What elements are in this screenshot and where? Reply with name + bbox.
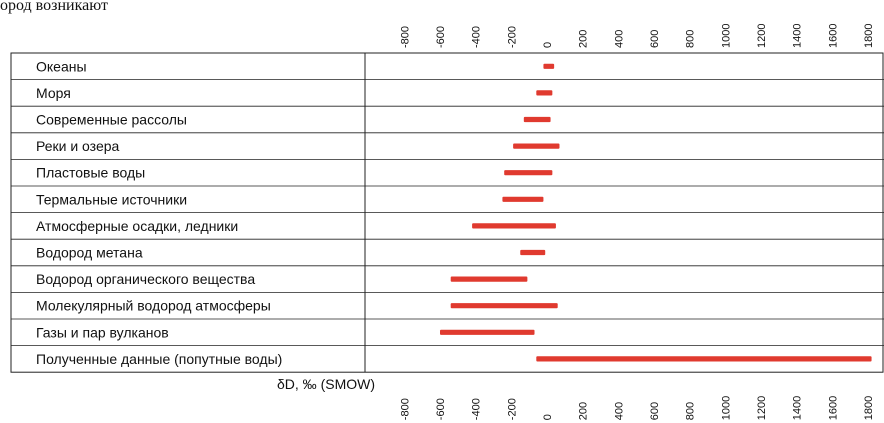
bottom-tick-label: 1200	[756, 396, 768, 420]
x-axis-label: δD, ‰ (SMOW)	[277, 376, 375, 392]
bottom-tick-label: -200	[506, 398, 518, 420]
top-tick-label: 1400	[792, 24, 804, 48]
category-label: Океаны	[36, 58, 87, 74]
bottom-tick-label: -400	[471, 398, 483, 420]
top-text-fragment: ород возникают	[0, 0, 108, 14]
bottom-tick-label: -800	[399, 398, 411, 420]
category-rows: Океаны Моря Современные рассолы Реки и озер…	[11, 58, 884, 367]
bottom-tick-label: 600	[649, 402, 661, 420]
range-bar	[543, 63, 555, 69]
category-label: Газы и пар вулканов	[36, 324, 169, 340]
top-tick-label: 0	[542, 42, 554, 48]
bottom-tick-label: 0	[542, 414, 554, 420]
top-tick-label: -600	[435, 26, 447, 48]
top-tick-label: 600	[649, 30, 661, 48]
bottom-tick-label: 400	[613, 402, 625, 420]
category-label: Пластовые воды	[36, 165, 145, 181]
top-tick-label: -200	[506, 26, 518, 48]
range-bar	[450, 276, 528, 282]
category-label: Современные рассолы	[36, 112, 187, 128]
category-label: Водород метана	[36, 245, 143, 261]
category-label: Полученные данные (попутные воды)	[36, 351, 282, 367]
top-tick-label: 400	[613, 30, 625, 48]
top-tick-label: 1800	[863, 24, 875, 48]
range-bars	[440, 63, 872, 362]
category-label: Термальные источники	[36, 191, 187, 207]
range-bar	[472, 223, 556, 229]
top-tick-label: 200	[578, 30, 590, 48]
bottom-tick-label: 200	[578, 402, 590, 420]
range-bar	[502, 196, 544, 202]
top-tick-labels: -800 -600 -400 -200 0 200 400 600 800 1000 1200 140…	[399, 24, 875, 48]
category-label: Реки и озера	[36, 138, 120, 154]
bottom-tick-label: 1400	[792, 396, 804, 420]
range-bar	[440, 329, 535, 335]
top-tick-label: -800	[399, 26, 411, 48]
category-label: Атмосферные осадки, ледники	[36, 218, 238, 234]
range-bar	[504, 170, 553, 176]
top-tick-label: 1000	[720, 24, 732, 48]
category-label: Водород органического вещества	[36, 271, 255, 287]
category-label: Моря	[36, 85, 71, 101]
bottom-tick-label: 1600	[827, 396, 839, 420]
category-label: Молекулярный водород атмосферы	[36, 298, 271, 314]
range-bar	[450, 303, 558, 309]
range-bar	[513, 143, 560, 149]
top-tick-label: 800	[685, 30, 697, 48]
bottom-tick-label: -600	[435, 398, 447, 420]
bottom-tick-label: 1000	[720, 396, 732, 420]
range-bar	[536, 356, 872, 362]
bottom-tick-labels: -800 -600 -400 -200 0 200 400 600 800 1000 1200 140…	[399, 396, 875, 420]
top-tick-label: 1600	[827, 24, 839, 48]
range-bar	[520, 249, 546, 256]
top-tick-label: -400	[471, 26, 483, 48]
bottom-tick-label: 800	[685, 402, 697, 420]
range-bar	[536, 90, 553, 96]
bottom-tick-label: 1800	[863, 396, 875, 420]
range-bar	[523, 116, 551, 123]
top-tick-label: 1200	[756, 24, 768, 48]
